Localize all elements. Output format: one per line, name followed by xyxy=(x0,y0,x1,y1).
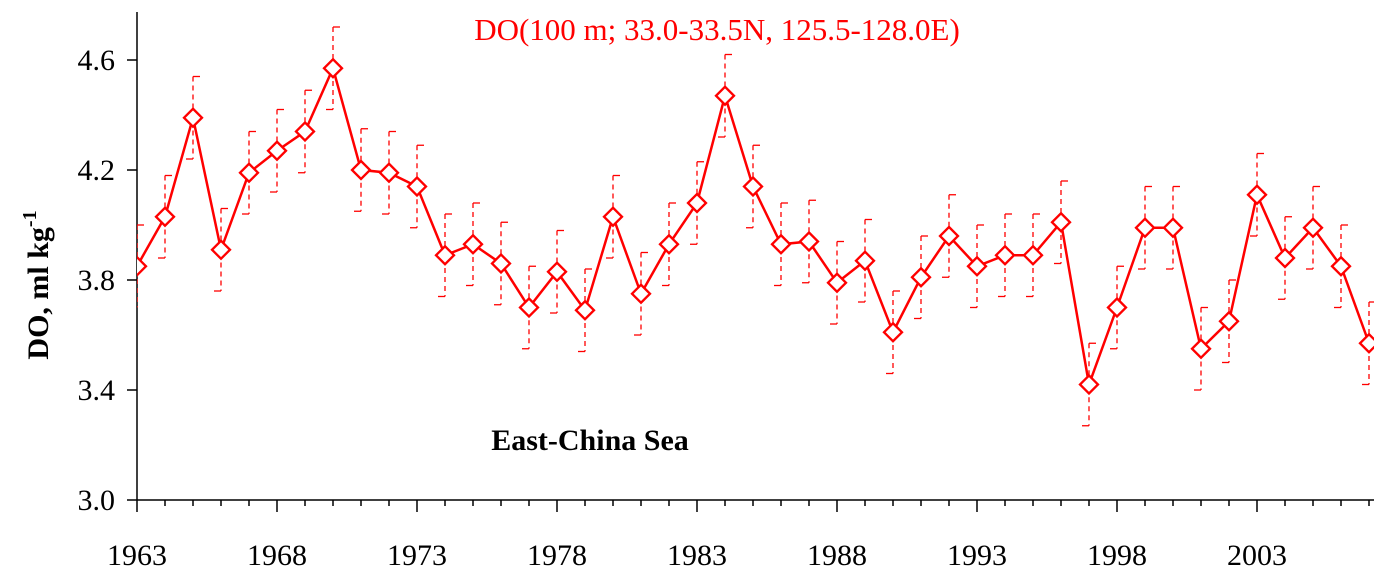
data-point xyxy=(1134,217,1156,239)
data-point xyxy=(1162,217,1184,239)
x-ticks: 1963 1968 1973 1978 1983 1988 1993 1998 2003 xyxy=(107,500,1370,572)
data-point xyxy=(602,206,624,228)
data-point xyxy=(854,250,876,272)
y-tick-label: 3.0 xyxy=(78,484,116,517)
series-layer xyxy=(137,26,1374,427)
data-point xyxy=(322,57,344,79)
data-point xyxy=(910,266,932,288)
data-point xyxy=(1050,211,1072,233)
data-point xyxy=(546,261,568,283)
y-axis-label-text: DO, ml kg xyxy=(22,227,55,360)
data-point xyxy=(658,233,680,255)
data-point xyxy=(1302,217,1324,239)
data-point xyxy=(350,159,372,181)
data-point xyxy=(406,175,428,198)
data-point xyxy=(182,107,204,129)
chart-title: DO(100 m; 33.0-33.5N, 125.5-128.0E) xyxy=(474,12,960,47)
data-point xyxy=(378,162,400,184)
data-point xyxy=(1358,332,1374,354)
data-point xyxy=(742,175,764,198)
data-point xyxy=(686,192,708,214)
data-point xyxy=(518,296,540,319)
x-tick-label: 1973 xyxy=(387,539,447,572)
x-tick-label: 1998 xyxy=(1087,539,1147,572)
y-axis-label-sup: -1 xyxy=(19,210,41,227)
data-point xyxy=(1078,373,1100,396)
data-point xyxy=(1190,338,1212,360)
x-tick-label: 2003 xyxy=(1227,539,1287,572)
data-point xyxy=(137,255,148,277)
data-point xyxy=(966,255,988,277)
data-point xyxy=(714,85,736,107)
data-point xyxy=(266,140,288,162)
y-tick-label: 4.2 xyxy=(78,154,116,187)
data-point xyxy=(434,244,456,266)
data-point xyxy=(938,225,960,247)
data-point xyxy=(210,239,232,261)
y-tick-label: 3.4 xyxy=(78,374,116,407)
axes xyxy=(136,12,1374,501)
data-point xyxy=(630,283,652,305)
data-point xyxy=(770,233,792,255)
data-point xyxy=(882,321,904,343)
data-point xyxy=(826,272,848,294)
data-point xyxy=(1330,255,1352,277)
data-point xyxy=(1218,310,1240,332)
data-point xyxy=(238,162,260,184)
data-point xyxy=(1246,184,1268,206)
x-tick-label: 1993 xyxy=(947,539,1007,572)
data-point xyxy=(154,206,176,228)
data-point xyxy=(490,252,512,275)
region-annotation: East-China Sea xyxy=(491,424,689,457)
x-tick-label: 1988 xyxy=(807,539,867,572)
data-point xyxy=(462,233,484,255)
data-point xyxy=(574,299,596,321)
x-tick-label: 1968 xyxy=(247,539,307,572)
data-point xyxy=(798,230,820,253)
x-tick-label: 1978 xyxy=(527,539,587,572)
y-axis-label: DO, ml kg-1 xyxy=(19,210,55,359)
y-tick-label: 4.6 xyxy=(78,44,116,77)
data-point xyxy=(994,244,1016,266)
x-tick-label: 1983 xyxy=(667,539,727,572)
data-point xyxy=(1106,296,1128,319)
x-tick-label: 1963 xyxy=(107,539,167,572)
data-point xyxy=(294,120,316,143)
y-tick-label: 3.8 xyxy=(78,264,116,297)
y-ticks: 3.0 3.4 3.8 4.2 4.6 xyxy=(78,44,137,517)
data-point xyxy=(1022,244,1044,266)
data-point xyxy=(1274,247,1296,269)
